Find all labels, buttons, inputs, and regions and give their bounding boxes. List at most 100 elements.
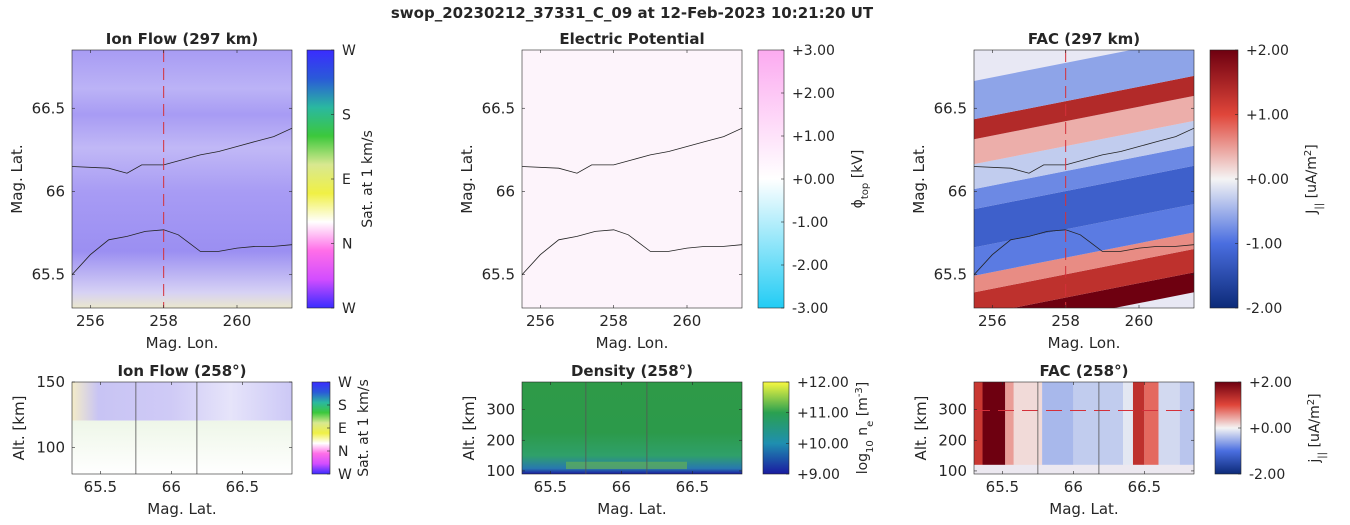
flow-profile-bottom [72,420,292,474]
fac-column [982,382,1006,465]
x-axis-label: Mag. Lon. [1048,334,1121,352]
panel-title: Ion Flow (297 km) [106,30,258,48]
ion-flow-profile-plot-area [72,382,292,474]
x-tick-label: 256 [978,312,1007,330]
x-tick-label: 66 [162,478,181,496]
fac-column [1073,382,1124,465]
axes-frame [71,49,293,309]
colorbar-tick-label: +10.00 [797,436,849,452]
x-tick-label: 256 [76,312,105,330]
colorbar-tick-label: +0.00 [1246,172,1289,188]
fac-map-panel: 256 258 260 65.5 66 66.5 FAC (297 km) Mag. Lon.… [910,30,1325,352]
colorbar-scale [762,381,790,475]
y-tick-label: 150 [36,373,65,391]
figure-title: swop_20230212_37331_C_09 at 12-Feb-2023 … [391,4,874,22]
x-tick-label: 65.5 [534,478,567,496]
axes-frame [521,381,743,475]
x-tick-label: 258 [149,312,178,330]
colorbar-tick-label: -2.00 [1249,467,1285,483]
colorbar-tick-label: E [338,421,347,437]
ion-flow-map-panel: 256 258 260 65.5 66 66.5 Ion Flow (297 km) Mag.… [8,30,376,352]
x-tick-label: 66.5 [1128,478,1161,496]
y-tick-label: 66.5 [482,99,515,117]
density-field [522,382,742,474]
fac-band [974,95,1194,165]
colorbar-label: Sat. at 1 km/s [356,379,372,477]
density-profile-colorbar: +9.00 +10.00 +11.00 +12.00 log10 ne [m-3] [762,375,876,483]
boundary-line [974,127,1194,174]
axes-frame [71,381,293,475]
density-profile-panel: 65.5 66 66.5 100 200 300 Density (258°) Mag. La… [460,362,876,518]
y-axis-label: Alt. [km] [912,396,930,461]
colorbar-tick-label: +2.00 [1246,43,1289,59]
y-tick-label: 200 [486,431,515,449]
fac-map-plot-area [974,50,1194,308]
fac-map-colorbar: -2.00 -1.00 +0.00 +1.00 +2.00 J|| [uA/m2] [1209,43,1325,317]
x-axis-label: Mag. Lon. [146,334,219,352]
colorbar-label: j|| [uA/m2] [1306,393,1328,463]
x-tick-label: 258 [1051,312,1080,330]
fac-profile-colorbar: -2.00 +0.00 +2.00 j|| [uA/m2] [1214,375,1328,483]
x-tick-label: 66 [612,478,631,496]
flow-field-shading [72,50,292,308]
colorbar-tick-label: W [338,467,352,483]
electric-potential-map-plot-area [522,50,742,308]
y-tick-label: 65.5 [934,266,967,284]
ion-flow-map-plot-area [72,50,292,308]
colorbar-tick-label: N [342,237,352,253]
x-tick-label: 260 [223,312,252,330]
x-tick-label: 65.5 [986,478,1019,496]
colorbar-label: log10 ne [m-3] [854,382,876,475]
colorbar-scale [1214,381,1242,475]
x-tick-label: 66.5 [226,478,259,496]
x-tick-label: 260 [673,312,702,330]
fac-band [974,145,1194,210]
colorbar-tick-label: S [338,398,347,414]
fac-band [974,249,1194,308]
x-axis-label: Mag. Lat. [147,500,216,518]
density-profile-plot-area [522,382,742,474]
flow-profile-top [72,382,292,421]
fac-column [1132,382,1145,465]
colorbar-tick-label: +12.00 [797,375,849,391]
boundary-line [72,229,292,275]
colorbar-tick-label: +1.00 [792,129,835,145]
colorbar-tick-label: +2.00 [792,86,835,102]
colorbar-label: J|| [uA/m2] [1303,144,1325,214]
axes-frame [973,381,1195,475]
fac-column [1144,382,1159,465]
fac-band [1012,272,1194,308]
fac-profile-panel: 65.5 66 66.5 100 200 300 FAC (258°) Mag. Lat. Al… [912,362,1328,518]
y-tick-label: 66 [948,182,967,200]
fac-column [1042,382,1074,465]
y-tick-label: 300 [486,401,515,419]
colorbar-tick-label: +2.00 [1249,375,1292,391]
colorbar-scale [757,49,785,309]
boundary-line [522,229,742,275]
x-tick-label: 66.5 [676,478,709,496]
colorbar-scale [306,49,335,309]
electric-potential-map-panel: 256 258 260 65.5 66 66.5 Electric Potential Mag… [458,30,871,352]
y-tick-label: 65.5 [32,266,65,284]
colorbar-tick-label: +0.00 [1249,421,1292,437]
colorbar-tick-label: W [338,375,352,391]
boundary-line [522,127,742,174]
fac-band [974,50,1194,120]
colorbar-tick-label: -2.00 [792,258,828,274]
fac-band [974,204,1194,276]
fac-column [1005,382,1014,465]
y-axis-label: Mag. Lat. [910,144,928,213]
y-tick-label: 100 [36,439,65,457]
y-axis-label: Mag. Lat. [458,144,476,213]
colorbar-tick-label: W [342,301,356,317]
axes-frame [521,49,743,309]
potential-field-fill [522,50,742,308]
x-tick-label: 258 [599,312,628,330]
x-axis-label: Mag. Lon. [596,334,669,352]
boundary-line [72,127,292,174]
fac-profile-plot-area [974,382,1194,474]
colorbar-tick-label: +0.00 [792,172,835,188]
fac-column [1123,382,1133,465]
colorbar-tick-label: E [342,172,351,188]
